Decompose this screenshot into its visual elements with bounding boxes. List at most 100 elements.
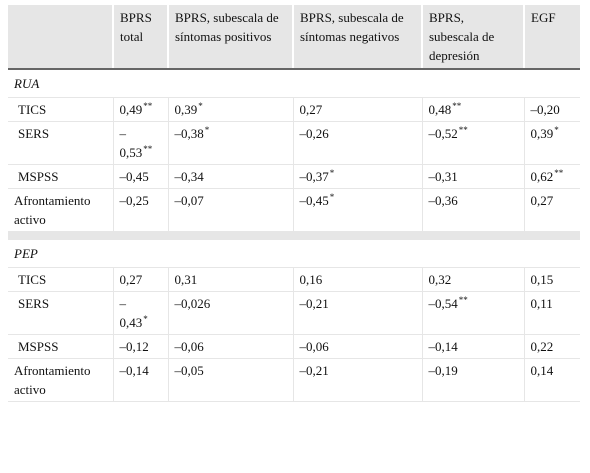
table-cell: 0,14 <box>524 358 580 402</box>
row-label: TICS <box>8 267 114 292</box>
cell-value: –0,06 <box>174 339 204 354</box>
significance-marker: ** <box>143 101 153 111</box>
table-cell: –0,37* <box>293 164 423 189</box>
table-cell: –0,20 <box>524 97 580 122</box>
header-cell-bprs-negative: BPRS, subescala de síntomas negativos <box>293 5 423 70</box>
table-cell: –0,06 <box>293 334 423 359</box>
table-cell: 0,62** <box>524 164 580 189</box>
cell-value: –0,36 <box>428 193 458 208</box>
row-label: SERS <box>8 291 114 335</box>
cell-value: –0,06 <box>299 339 329 354</box>
cell-value: 0,32 <box>428 272 452 287</box>
cell-value: –0,54 <box>428 296 458 311</box>
row-label: TICS <box>8 97 114 122</box>
table-cell: 0,49** <box>113 97 169 122</box>
table-cell: –0,07 <box>168 188 294 232</box>
row-label: MSPSS <box>8 334 114 359</box>
cell-value: 0,14 <box>530 363 554 378</box>
cell-value: – <box>119 296 127 311</box>
header-cell-bprs-total: BPRS total <box>113 5 169 70</box>
header-cell-egf: EGF <box>524 5 580 70</box>
cell-value: – <box>119 126 127 141</box>
table-cell: 0,16 <box>293 267 423 292</box>
cell-value: 0,48 <box>428 102 452 117</box>
table-cell: –0,14 <box>422 334 525 359</box>
significance-marker: ** <box>458 295 468 305</box>
table-cell: 0,15 <box>524 267 580 292</box>
cell-value: –0,45 <box>119 169 149 184</box>
table-cell: –0,21 <box>293 291 423 335</box>
cell-value: 0,31 <box>174 272 198 287</box>
significance-marker: ** <box>452 101 462 111</box>
cell-value: –0,12 <box>119 339 149 354</box>
table-cell: –0,21 <box>293 358 423 402</box>
cell-value: –0,37 <box>299 169 329 184</box>
table-cell: –0,31 <box>422 164 525 189</box>
table-row: MSPSS –0,45 –0,34 –0,37* –0,31 0,62** <box>8 164 580 189</box>
cell-value: 0,62 <box>530 169 554 184</box>
header-cell-stub <box>8 5 114 70</box>
row-label: Afrontamiento activo <box>8 188 114 232</box>
cell-value: –0,05 <box>174 363 204 378</box>
table-header: BPRS total BPRS, subescala de síntomas p… <box>8 5 580 70</box>
cell-value: 0,27 <box>119 272 143 287</box>
cell-value: –0,14 <box>428 339 458 354</box>
cell-value: 0,43 <box>119 315 143 330</box>
cell-value: –0,45 <box>299 193 329 208</box>
section-header-row: PEP <box>8 240 580 268</box>
table-cell: –0,36 <box>422 188 525 232</box>
cell-value: –0,14 <box>119 363 149 378</box>
cell-value: –0,25 <box>119 193 149 208</box>
header-row: BPRS total BPRS, subescala de síntomas p… <box>8 5 580 70</box>
table-cell: 0,48** <box>422 97 525 122</box>
significance-marker: ** <box>458 125 468 135</box>
cell-value: 0,16 <box>299 272 323 287</box>
table-body: RUA TICS 0,49** 0,39* 0,27 0,48** –0,20 SERS –0,… <box>8 69 580 402</box>
significance-marker: * <box>204 125 210 135</box>
table-cell: 0,27 <box>524 188 580 232</box>
row-label: SERS <box>8 121 114 165</box>
table-cell: 0,39* <box>168 97 294 122</box>
table-cell: –0,14 <box>113 358 169 402</box>
cell-value: –0,19 <box>428 363 458 378</box>
table-cell: –0,54** <box>422 291 525 335</box>
table-row: SERS – 0,43* –0,026 –0,21 –0,54** 0,11 <box>8 291 580 335</box>
cell-value: 0,11 <box>530 296 553 311</box>
significance-marker: * <box>198 101 203 111</box>
table-row: TICS 0,27 0,31 0,16 0,32 0,15 <box>8 267 580 292</box>
table-cell: 0,39* <box>524 121 580 165</box>
significance-marker: * <box>143 314 148 324</box>
table-cell: –0,06 <box>168 334 294 359</box>
significance-marker: ** <box>143 144 153 154</box>
row-label: MSPSS <box>8 164 114 189</box>
cell-value: –0,21 <box>299 296 329 311</box>
significance-marker: * <box>554 125 559 135</box>
cell-value: 0,39 <box>174 102 198 117</box>
row-label: Afrontamiento activo <box>8 358 114 402</box>
table-cell: 0,27 <box>113 267 169 292</box>
spacer-cell <box>8 231 580 240</box>
table-cell: –0,026 <box>168 291 294 335</box>
table-cell: –0,05 <box>168 358 294 402</box>
section-spacer <box>8 231 580 240</box>
significance-marker: * <box>329 168 335 178</box>
table-cell: –0,45* <box>293 188 423 232</box>
cell-value: 0,53 <box>119 145 143 160</box>
cell-value: –0,31 <box>428 169 458 184</box>
table-cell: – 0,53** <box>113 121 169 165</box>
table-cell: 0,31 <box>168 267 294 292</box>
table-row: TICS 0,49** 0,39* 0,27 0,48** –0,20 <box>8 97 580 122</box>
cell-value: 0,15 <box>530 272 554 287</box>
section-label: PEP <box>8 240 580 268</box>
table-cell: –0,12 <box>113 334 169 359</box>
table-cell: –0,26 <box>293 121 423 165</box>
cell-value: –0,38 <box>174 126 204 141</box>
cell-value: –0,34 <box>174 169 204 184</box>
significance-marker: ** <box>554 168 564 178</box>
cell-value: –0,026 <box>174 296 211 311</box>
table-cell: –0,38* <box>168 121 294 165</box>
table-cell: 0,22 <box>524 334 580 359</box>
table-cell: – 0,43* <box>113 291 169 335</box>
table-row: SERS –0,53** –0,38* –0,26 –0,52** 0,39* <box>8 121 580 165</box>
header-cell-bprs-positive: BPRS, subescala de síntomas positivos <box>168 5 294 70</box>
